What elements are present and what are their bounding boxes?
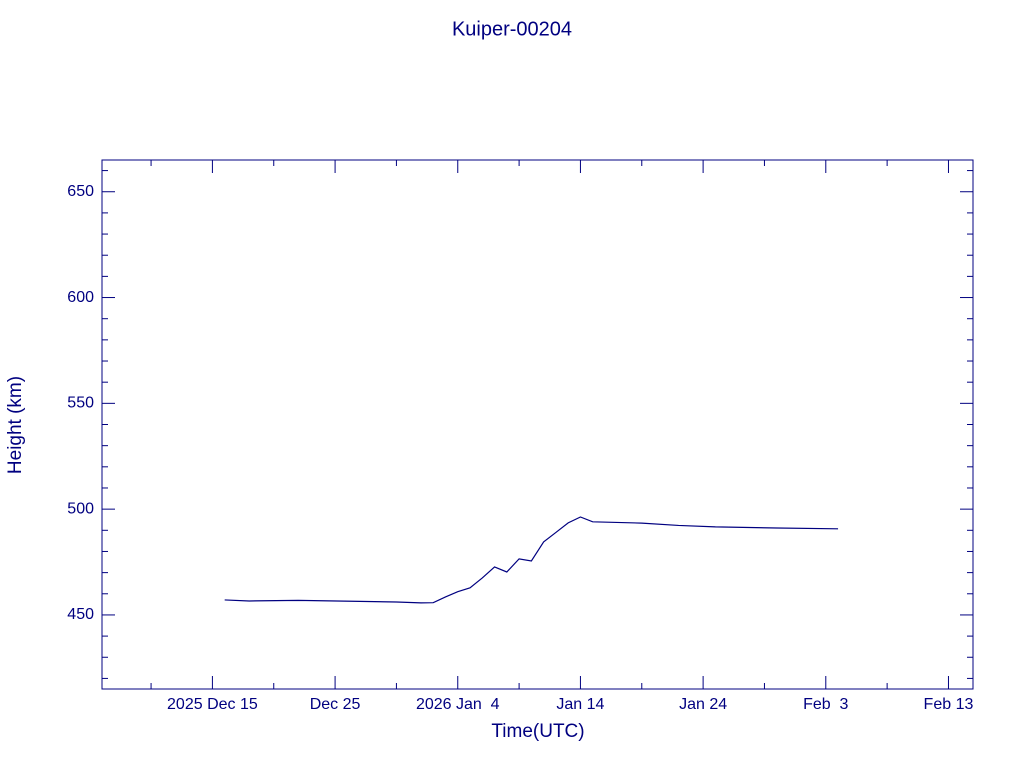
plot-frame <box>101 159 974 690</box>
y-axis-label: Height (km) <box>5 376 26 474</box>
y-tick-label: 500 <box>67 500 94 517</box>
x-axis-label: Time(UTC) <box>491 721 584 742</box>
y-tick-label: 550 <box>67 395 94 412</box>
x-tick-label: 2025 Dec 15 <box>167 696 258 713</box>
x-tick-label: Dec 25 <box>310 696 361 713</box>
x-tick-label: Jan 24 <box>679 696 727 713</box>
chart-title: Kuiper-00204 <box>452 18 572 40</box>
x-tick-label: 2026 Jan 4 <box>416 696 500 713</box>
y-tick-label: 650 <box>67 183 94 200</box>
x-tick-label: Jan 14 <box>556 696 604 713</box>
y-tick-label: 600 <box>67 289 94 306</box>
x-tick-label: Feb 13 <box>924 696 974 713</box>
x-tick-label: Feb 3 <box>803 696 848 713</box>
y-tick-label: 450 <box>67 606 94 623</box>
height-line <box>224 516 839 604</box>
